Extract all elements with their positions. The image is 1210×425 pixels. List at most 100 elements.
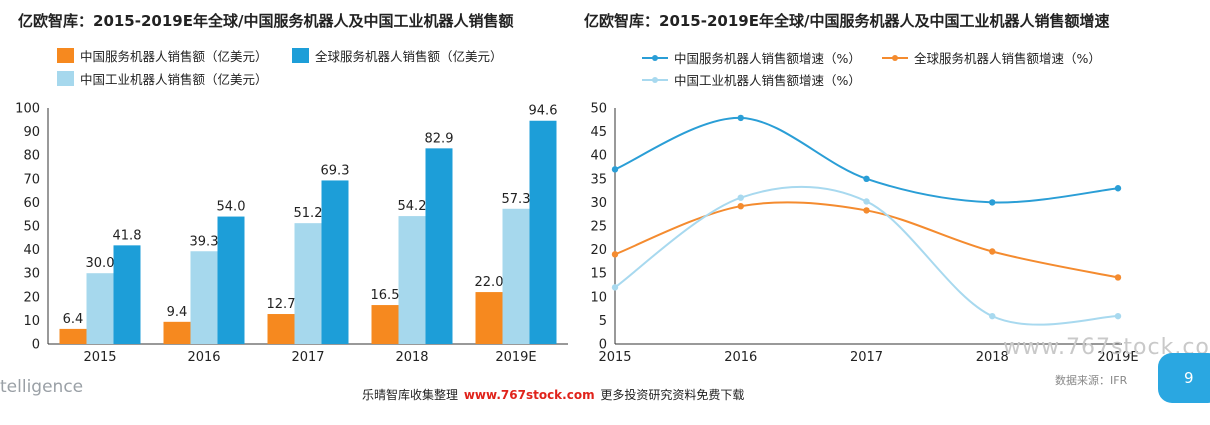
bar-data-label: 6.4 — [63, 312, 84, 327]
page-number: 9 — [1184, 369, 1194, 387]
bar-data-label: 51.2 — [294, 206, 323, 221]
bar-chart-title: 亿欧智库：2015-2019E年全球/中国服务机器人及中国工业机器人销售额 — [18, 12, 514, 30]
data-point — [989, 312, 996, 320]
footer-brand-fragment: telligence — [0, 377, 84, 397]
data-point — [1114, 274, 1122, 281]
data-point — [989, 199, 996, 206]
footer-download-note: 乐晴智库收集整理 www.767stock.com 更多投资研究资料免费下载 — [362, 386, 744, 403]
bar-y-tick-label: 0 — [32, 338, 40, 353]
bar-data-label: 57.3 — [502, 192, 531, 207]
legend-line-key-china-industrial — [642, 75, 668, 85]
bar-data-label: 41.8 — [113, 228, 142, 243]
bar-data-label: 94.6 — [529, 104, 558, 119]
bar-y-tick-label: 20 — [23, 290, 40, 305]
data-point — [611, 284, 619, 291]
data-point — [989, 248, 996, 255]
legend-swatch-china-industrial — [57, 71, 74, 86]
bar-y-tick-label: 50 — [23, 220, 40, 235]
bar-data-label: 30.0 — [86, 256, 115, 271]
bar-data-label: 39.3 — [190, 234, 219, 249]
data-point — [737, 194, 744, 201]
bar-y-tick-label: 60 — [23, 196, 40, 211]
legend-line-label-china-service: 中国服务机器人销售额增速（%） — [674, 51, 861, 66]
data-point — [863, 198, 870, 205]
data-point — [1114, 185, 1122, 192]
line-x-tick-label: 2017 — [850, 350, 883, 365]
bar — [59, 328, 87, 344]
line-y-tick-label: 45 — [590, 125, 607, 140]
legend-label-china-service: 中国服务机器人销售额（亿美元） — [80, 49, 268, 64]
bar — [113, 245, 141, 344]
legend-global-service: 全球服务机器人销售额（亿美元） — [292, 46, 503, 65]
legend-line-key-china-service — [642, 53, 668, 63]
bar-data-label: 12.7 — [267, 297, 296, 312]
data-point — [611, 251, 619, 258]
bar — [163, 321, 191, 344]
bar-x-tick-label: 2017 — [291, 350, 324, 365]
legend-label-china-industrial: 中国工业机器人销售额（亿美元） — [80, 72, 268, 87]
page-number-badge: 9 — [1158, 353, 1210, 403]
bar — [425, 148, 453, 344]
line-y-tick-label: 20 — [590, 243, 607, 258]
bar — [86, 273, 114, 344]
line-y-tick-label: 5 — [599, 314, 607, 329]
bar — [529, 120, 557, 344]
bar-data-label: 82.9 — [425, 131, 454, 146]
bar-x-tick-label: 2016 — [187, 350, 220, 365]
line-y-tick-label: 15 — [590, 267, 607, 282]
footer-prefix: 乐晴智库收集整理 — [362, 388, 459, 402]
line-x-tick-label: 2016 — [724, 350, 757, 365]
bar-y-tick-label: 30 — [23, 267, 40, 282]
bar — [321, 180, 349, 344]
series-line — [614, 116, 1119, 204]
bar-y-tick-label: 90 — [23, 125, 40, 140]
bar-x-tick-label: 2018 — [395, 350, 428, 365]
legend-line-global-service: 全球服务机器人销售额增速（%） — [882, 48, 1101, 67]
line-x-tick-label: 2019E — [1097, 350, 1138, 365]
legend-line-china-service: 中国服务机器人销售额增速（%） — [642, 48, 861, 67]
line-y-tick-label: 0 — [599, 338, 607, 353]
line-y-tick-label: 40 — [590, 149, 607, 164]
legend-line-label-global-service: 全球服务机器人销售额增速（%） — [914, 51, 1101, 66]
data-point — [737, 202, 744, 210]
data-point — [863, 207, 870, 214]
data-point — [1114, 312, 1122, 320]
bar-data-label: 16.5 — [371, 288, 400, 303]
bar-data-label: 22.0 — [475, 275, 504, 290]
line-y-tick-label: 10 — [590, 290, 607, 305]
data-point — [863, 175, 870, 182]
line-x-tick-label: 2015 — [598, 350, 631, 365]
bar-x-tick-label: 2019E — [495, 350, 536, 365]
bar — [502, 208, 530, 344]
line-chart-title: 亿欧智库：2015-2019E年全球/中国服务机器人及中国工业机器人销售额增速 — [584, 12, 1110, 30]
data-point — [611, 166, 619, 173]
bar-y-tick-label: 10 — [23, 314, 40, 329]
line-y-tick-label: 50 — [590, 102, 607, 117]
legend-line-label-china-industrial: 中国工业机器人销售额增速（%） — [674, 73, 861, 88]
footer-suffix: 更多投资研究资料免费下载 — [600, 388, 745, 402]
line-x-tick-label: 2018 — [976, 350, 1009, 365]
bar-x-tick-label: 2015 — [83, 350, 116, 365]
footer-site-link[interactable]: www.767stock.com — [463, 388, 595, 402]
bar-y-tick-label: 70 — [23, 172, 40, 187]
legend-china-industrial: 中国工业机器人销售额（亿美元） — [57, 69, 268, 88]
bar — [217, 216, 245, 344]
bar-y-tick-label: 40 — [23, 243, 40, 258]
bar-data-label: 69.3 — [321, 163, 350, 178]
bar — [190, 251, 218, 344]
legend-swatch-global-service — [292, 48, 309, 63]
bar-y-tick-label: 80 — [23, 149, 40, 164]
bar-data-label: 9.4 — [167, 305, 188, 320]
bar — [371, 305, 399, 344]
data-point — [737, 114, 744, 122]
bar — [398, 216, 426, 344]
bar — [267, 314, 295, 344]
legend-label-global-service: 全球服务机器人销售额（亿美元） — [315, 49, 503, 64]
bar — [475, 292, 503, 344]
bar-data-label: 54.2 — [398, 199, 427, 214]
legend-line-china-industrial: 中国工业机器人销售额增速（%） — [642, 70, 861, 89]
legend-line-key-global-service — [882, 53, 908, 63]
line-y-tick-label: 35 — [590, 172, 607, 187]
bar-y-tick-label: 100 — [15, 102, 40, 117]
